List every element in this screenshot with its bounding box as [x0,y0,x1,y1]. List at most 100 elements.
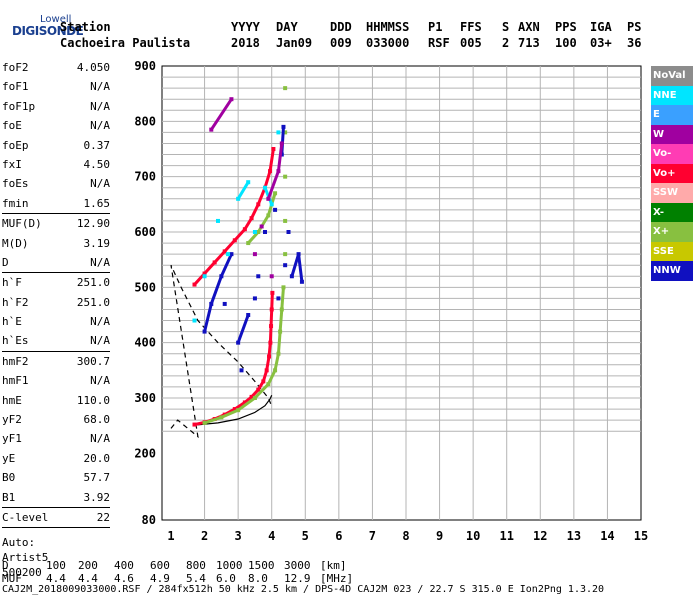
param-row: hmF1 N/A [2,371,110,390]
echo-point-nne [216,218,220,223]
x-tick-label: 12 [533,529,547,543]
echo-trace-vo [243,395,253,404]
param-value: 300.7 [76,354,110,368]
param-value: N/A [90,374,110,388]
muf-table-cell: 4.4 [46,572,66,585]
echo-trace-vo [250,388,260,398]
x-tick-label: 11 [499,529,513,543]
echo-point-nnw [256,274,261,279]
param-name: D [2,255,9,269]
param-name: yE [2,451,16,465]
echo-trace-x [237,396,256,412]
header-label-10: IGA [590,20,612,34]
echo-trace-x [273,353,280,371]
x-tick-label: 13 [567,529,581,543]
header-value-8: 713 [518,36,540,50]
x-tick-label: 8 [402,529,409,543]
muf-table-cell: 4.9 [150,572,170,585]
legend-item-x: X- [651,202,693,222]
param-value: 68.0 [83,413,111,427]
header-value-9: 100 [555,36,577,50]
y-tick-label: 500 [134,280,156,294]
legend-item-noval: NoVal [651,66,693,86]
param-name: h`F2 [2,295,29,309]
param-name: h`Es [2,334,29,348]
param-name: fmin [2,196,29,210]
footer-info: CAJ2M_2018009033000.RSF / 284fx512h 50 k… [2,584,605,595]
echo-point-nnw [263,230,267,234]
muf-table-cell: 400 [114,559,134,572]
echo-trace-vo [270,292,274,310]
param-value: N/A [90,334,110,348]
legend-item-vo: Vo+ [651,163,693,183]
echo-trace-vo [223,239,236,253]
echo-trace-x [280,287,285,310]
param-row: M(D) 3.19 [2,234,110,253]
param-row: foF1 N/A [2,77,110,96]
muf-table-cell: 3000 [284,559,311,572]
legend-item-e: E [651,105,693,125]
echo-trace-x [204,415,222,425]
header-label-2: DAY [276,20,298,34]
param-name: M(D) [2,236,29,250]
muf-table-cell: 6.0 [216,572,236,585]
echo-point-nne [226,252,231,257]
muf-table-cell: 8.0 [248,572,268,585]
param-row: foF2 4.050 [2,58,110,77]
muf-table-cell: 12.9 [284,572,311,585]
echo-trace-x [257,214,270,233]
param-divider [2,272,110,274]
legend-item-vo: Vo- [651,144,693,164]
header-value-1: 2018 [231,36,260,50]
param-row: D N/A [2,253,110,272]
autoscaling-info: Auto: Artist5 500200 [2,536,48,581]
param-name: h`E [2,315,22,329]
auto-line: 500200 [2,565,42,579]
x-tick-label: 9 [436,529,443,543]
param-row: C-level 22 [2,508,110,527]
x-tick-label: 14 [600,529,614,543]
echo-point-x [283,218,288,223]
param-value: 3.19 [83,236,111,250]
echo-trace-nnw [203,303,213,332]
param-value: N/A [90,177,110,191]
muf-table-label: MUF [2,572,22,585]
param-name: foEp [2,138,29,152]
echo-trace-w [210,98,233,131]
echo-trace-x [276,331,282,354]
param-row: h`E N/A [2,312,110,331]
param-name: foEs [2,177,29,191]
param-row: h`F2 251.0 [2,293,110,312]
legend-item-w: W [651,124,693,144]
param-value: 57.7 [83,471,111,485]
echo-trace-vo [268,148,275,172]
param-value: 4.050 [76,61,110,74]
echo-trace-w [276,143,284,172]
echo-point-nnw [252,296,257,301]
header-value-0: Cachoeira Paulista [60,36,191,50]
x-tick-label: 1 [167,529,174,543]
muf-table-unit: [MHz] [320,572,354,585]
param-name: h`F [2,276,22,290]
muf-table-unit: [km] [320,559,347,572]
param-value: 3.92 [83,490,111,504]
param-row: yE 20.0 [2,449,110,468]
header-label-11: PS [627,20,642,34]
muf-table-cell: 4.4 [78,572,98,585]
y-tick-label: 300 [134,391,156,405]
param-name: foF1p [2,99,36,113]
param-name: yF1 [2,432,22,446]
header-value-3: 009 [330,36,352,50]
echo-point-nne [252,230,257,234]
echo-trace-nnw [209,275,223,305]
auto-line: Auto: [2,535,36,549]
param-value: 251.0 [76,295,110,309]
echo-trace-vo [268,326,273,343]
profile-curve-solid [194,394,273,426]
echo-point-x [283,174,288,179]
param-divider [2,350,110,352]
param-value: N/A [90,119,110,133]
echo-trace-vo [243,217,253,231]
echo-trace-vo [233,228,246,242]
scaled-parameters-panel: foF2 4.050 foF1 N/A foF1p N/A foE N/A foEp 0.37 fx… [2,58,111,529]
